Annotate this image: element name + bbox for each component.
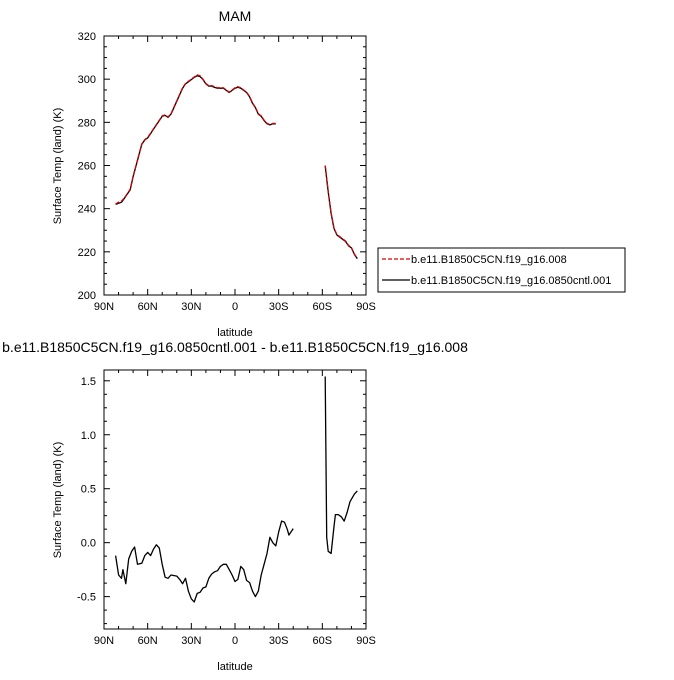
bottom-axis-ticks: 90N 60N 30N 0 30S 60S 90S -0.5 0.0 0.5 1.0 1.5	[77, 370, 376, 647]
top-series-line-1	[115, 75, 276, 206]
top-chart-title: MAM	[219, 8, 252, 24]
top-x-tick-label: 30S	[269, 301, 289, 313]
top-y-tick-label: 240	[78, 204, 96, 216]
top-y-tick-label: 260	[78, 161, 96, 173]
bottom-x-tick-label: 30N	[181, 635, 201, 647]
top-y-axis-label: Surface Temp (land) (K)	[52, 108, 64, 225]
top-y-tick-label: 200	[78, 290, 96, 302]
bottom-series-line-0	[114, 520, 294, 603]
bottom-series-line-0	[324, 376, 358, 555]
legend-label-exp: b.e11.B1850C5CN.f19_g16.008	[411, 254, 567, 266]
bottom-x-tick-label: 90N	[94, 635, 114, 647]
bottom-y-tick-label: 1.5	[81, 376, 96, 388]
top-y-tick-label: 220	[78, 247, 96, 259]
bottom-x-tick-label: 60N	[138, 635, 158, 647]
bottom-x-tick-label: 30S	[269, 635, 289, 647]
top-x-tick-label: 0	[232, 301, 238, 313]
bottom-x-axis-label: latitude	[217, 661, 252, 673]
bottom-y-tick-label: -0.5	[77, 592, 96, 604]
top-series-line-0	[324, 165, 358, 259]
top-plot-lines	[115, 74, 358, 260]
top-y-tick-label: 280	[78, 117, 96, 129]
top-plot-frame	[103, 35, 367, 296]
legend-label-cntl: b.e11.B1850C5CN.f19_g16.0850cntl.001	[411, 275, 611, 287]
bottom-chart-title: b.e11.B1850C5CN.f19_g16.0850cntl.001 - b…	[2, 339, 468, 355]
top-x-axis-label: latitude	[217, 327, 252, 339]
top-panel: MAM Surface Temp (land) (K) latitude 90N…	[52, 8, 376, 339]
bottom-plot-frame	[103, 369, 367, 630]
bottom-x-tick-label: 0	[232, 635, 238, 647]
top-x-tick-label: 60N	[138, 301, 158, 313]
bottom-y-tick-label: 0.0	[81, 538, 96, 550]
top-series-line-0	[115, 74, 276, 205]
bottom-plot-lines	[114, 376, 358, 603]
top-x-tick-label: 90N	[94, 301, 114, 313]
bottom-y-tick-label: 1.0	[81, 430, 96, 442]
bottom-x-tick-label: 60S	[313, 635, 333, 647]
top-x-tick-label: 90S	[356, 301, 376, 313]
top-x-tick-label: 30N	[181, 301, 201, 313]
top-y-tick-label: 320	[78, 31, 96, 43]
bottom-y-tick-label: 0.5	[81, 484, 96, 496]
top-y-tick-label: 300	[78, 74, 96, 86]
top-x-tick-label: 60S	[313, 301, 333, 313]
legend-box	[377, 247, 626, 293]
bottom-y-axis-label: Surface Temp (land) (K)	[52, 442, 64, 559]
legend: b.e11.B1850C5CN.f19_g16.008 b.e11.B1850C…	[377, 247, 626, 293]
bottom-x-tick-label: 90S	[356, 635, 376, 647]
bottom-panel: b.e11.B1850C5CN.f19_g16.0850cntl.001 - b…	[2, 339, 468, 673]
top-axis-ticks: 90N 60N 30N 0 30S 60S 90S 200 220 240 260 280 300 320	[78, 31, 376, 313]
top-series-line-1	[324, 165, 358, 260]
